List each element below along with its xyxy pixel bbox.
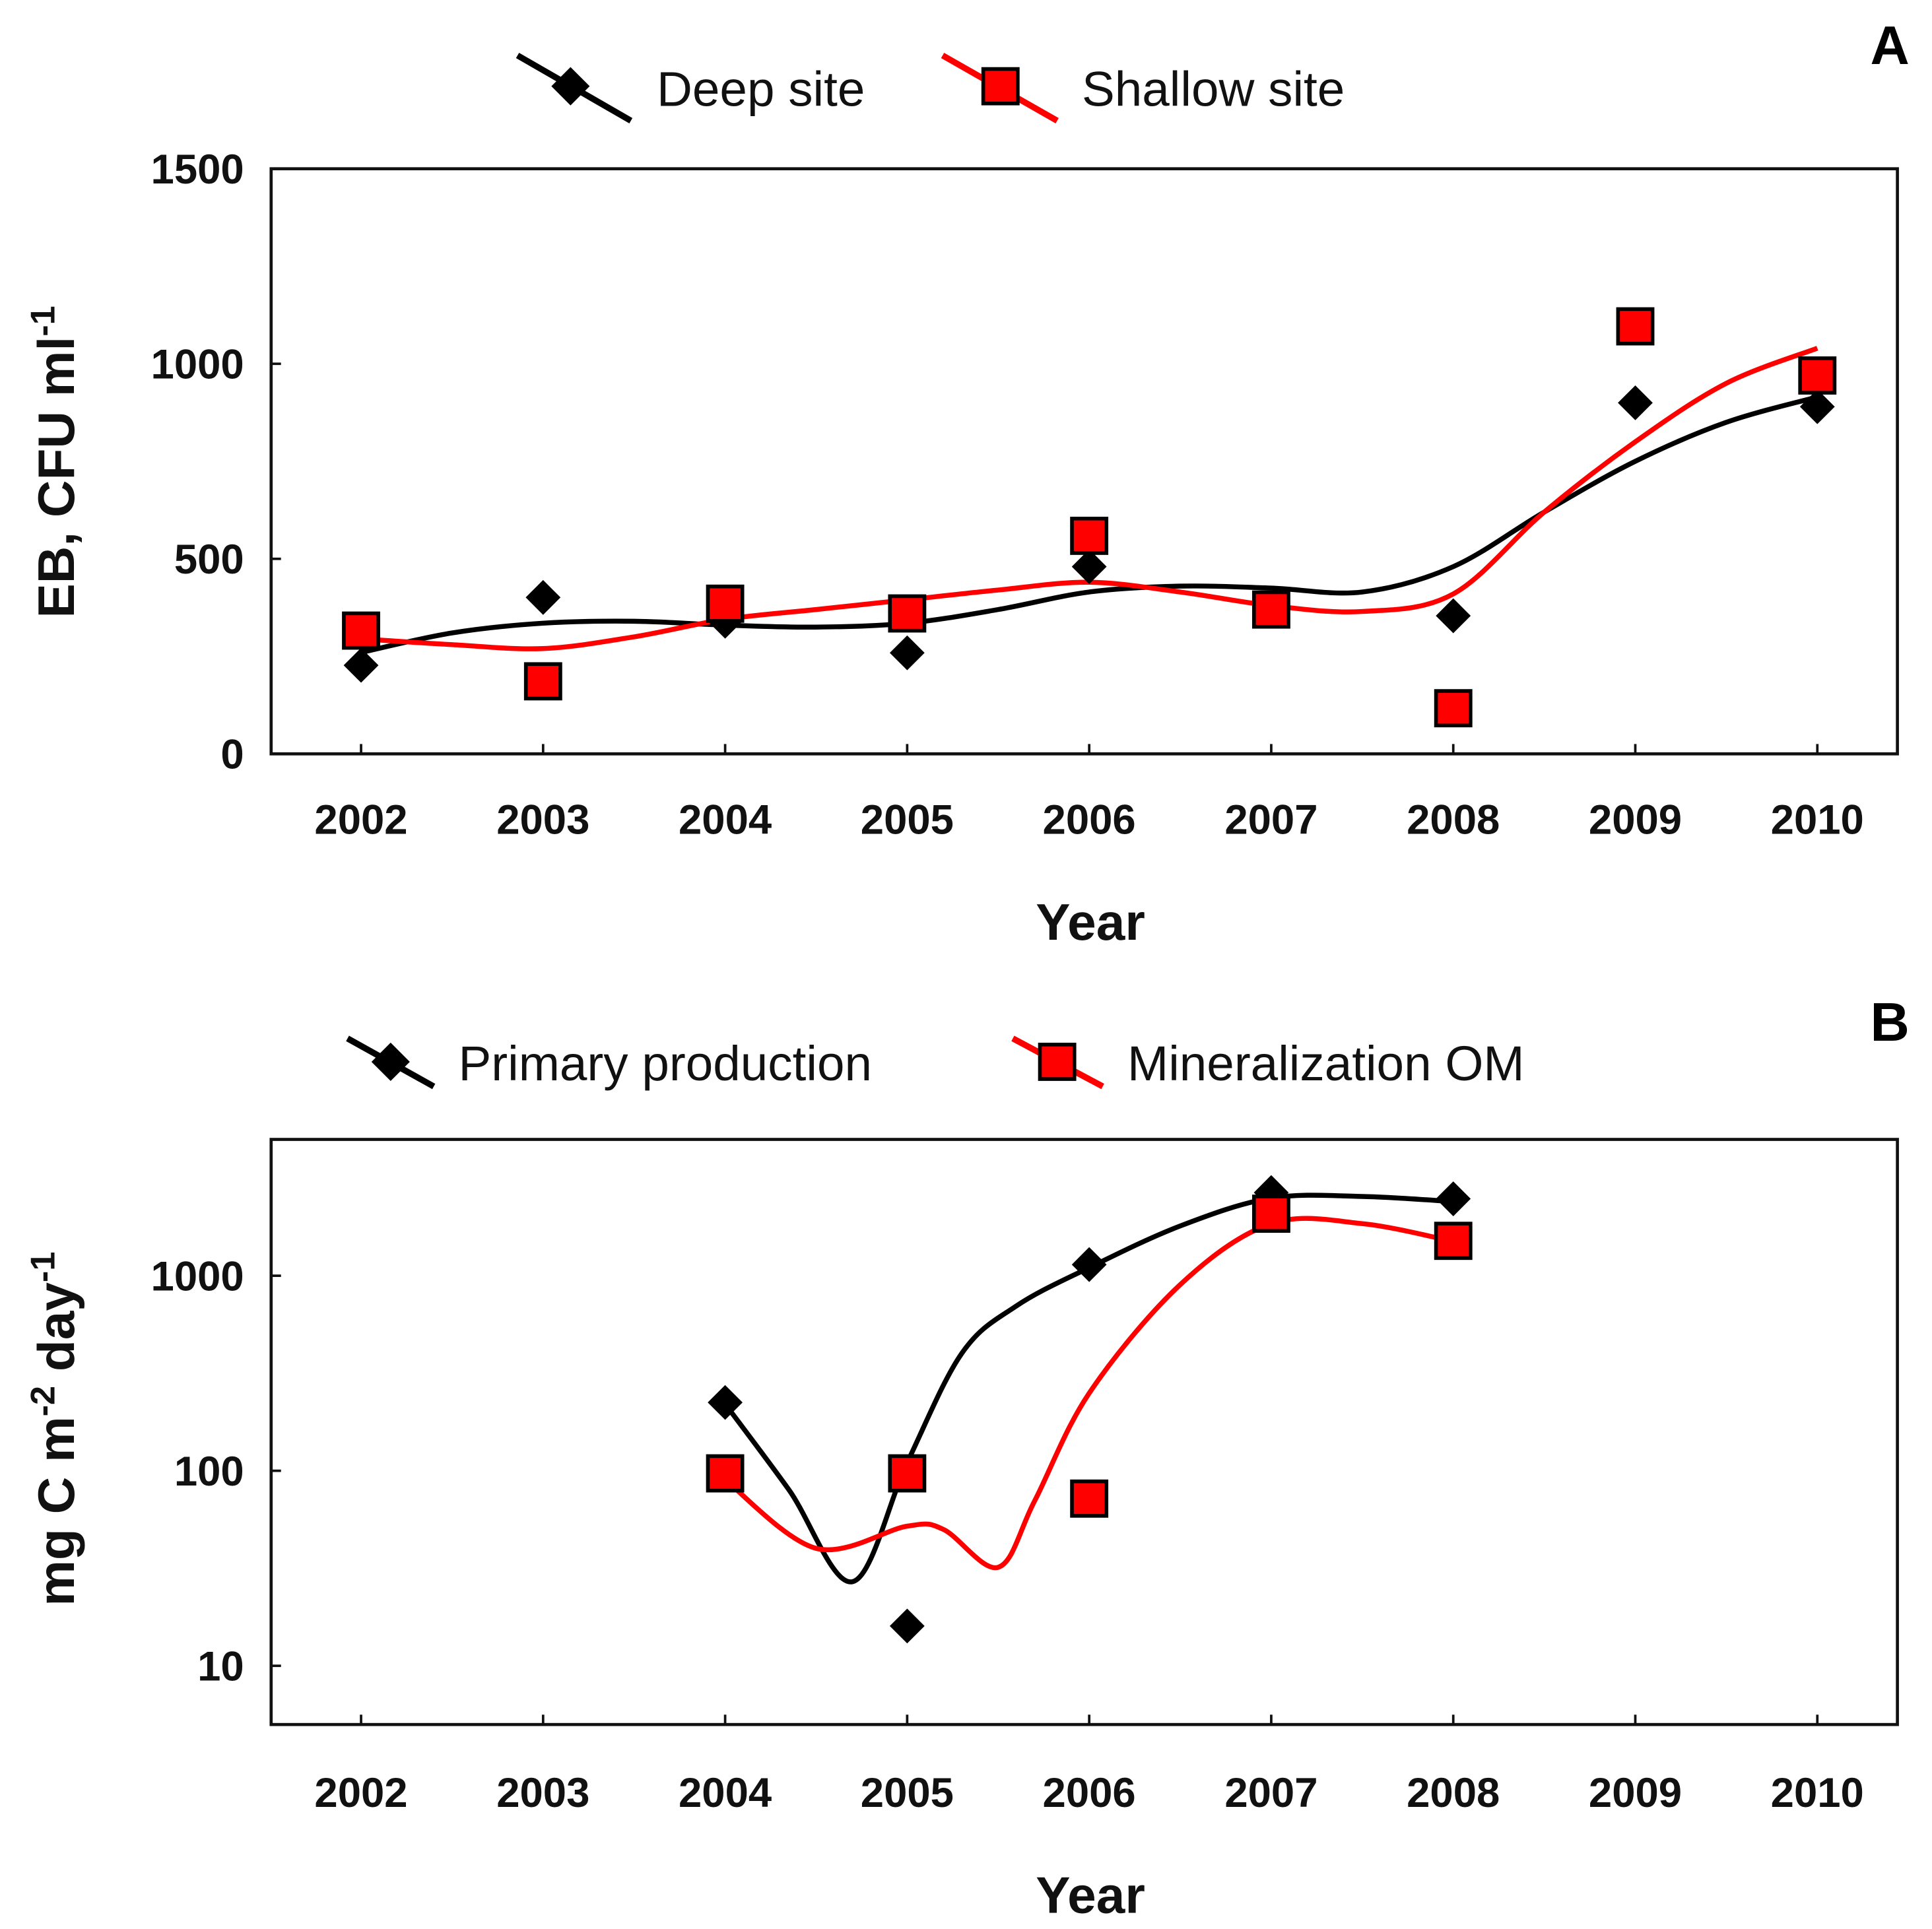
data-point-mineralization-om (1434, 1222, 1473, 1260)
legend-label-primary: Primary production (458, 1035, 872, 1091)
x-tick-label: 2004 (679, 797, 772, 843)
x-tick-label: 2010 (1771, 797, 1864, 843)
y-tick-label: 0 (220, 732, 244, 778)
data-point-shallow-site (1434, 689, 1473, 728)
x-tick-label: 2008 (1407, 797, 1500, 843)
panel-label-b: B (1871, 993, 1910, 1053)
data-point-mineralization-om (1252, 1194, 1290, 1233)
data-point-shallow-site (1070, 516, 1109, 555)
legend-diamond-icon (551, 67, 590, 106)
y-tick-label: 1000 (151, 1254, 244, 1300)
legend-square-icon (1038, 1043, 1077, 1081)
x-tick-label: 2006 (1043, 797, 1136, 843)
panel-label-a: A (1871, 16, 1910, 76)
plot-area-frame (269, 167, 1899, 756)
y-axis-label-b: mg C m-2 day-1 (24, 1252, 85, 1606)
data-point-deep-site (525, 579, 561, 615)
data-point-deep-site (1618, 385, 1653, 420)
x-tick-label: 2004 (679, 1770, 772, 1816)
x-tick-label: 2002 (314, 797, 407, 843)
data-point-primary-production (1071, 1247, 1107, 1282)
data-point-mineralization-om (1070, 1479, 1109, 1518)
data-point-primary-production (708, 1385, 743, 1420)
data-point-deep-site (1799, 389, 1835, 424)
x-axis-label-a: Year (1036, 893, 1145, 951)
plot-area-frame (269, 1138, 1899, 1726)
x-tick-label: 2003 (496, 1770, 589, 1816)
data-point-deep-site (889, 635, 925, 670)
fit-curve-shallow-site (360, 346, 1818, 651)
data-point-shallow-site (342, 611, 380, 650)
x-tick-label: 2009 (1589, 797, 1682, 843)
data-point-deep-site (1436, 598, 1471, 634)
data-point-mineralization-om (706, 1454, 745, 1493)
fit-curve-mineralization-om (723, 1216, 1454, 1571)
y-axis-label-a: EB, CFU ml-1 (24, 306, 85, 618)
data-point-primary-production (889, 1608, 925, 1644)
y-tick-label: 100 (174, 1449, 244, 1495)
data-point-shallow-site (1798, 356, 1837, 395)
legend-label-shallow: Shallow site (1082, 61, 1345, 117)
x-tick-label: 2006 (1043, 1770, 1136, 1816)
legend-label-mineralization: Mineralization OM (1127, 1035, 1525, 1091)
x-tick-label: 2003 (496, 797, 589, 843)
legend-a: Deep site Shallow site (516, 52, 1345, 123)
data-point-shallow-site (1252, 590, 1290, 629)
y-tick-label: 500 (174, 537, 244, 583)
x-tick-label: 2005 (861, 1770, 954, 1816)
x-axis-label-b: Year (1036, 1866, 1145, 1924)
x-tick-label: 2007 (1224, 797, 1317, 843)
data-point-shallow-site (523, 662, 562, 701)
x-tick-label: 2010 (1771, 1770, 1864, 1816)
y-tick-label: 1000 (151, 342, 244, 388)
panel-a: A Deep site Shallow site EB, CFU ml-1 Ye… (24, 16, 1910, 951)
y-tick-label: 10 (197, 1644, 244, 1690)
y-tick-label: 1500 (151, 147, 244, 193)
x-tick-label: 2008 (1407, 1770, 1500, 1816)
x-tick-label: 2002 (314, 1770, 407, 1816)
legend-diamond-icon (371, 1042, 410, 1081)
legend-square-icon (981, 67, 1020, 106)
data-point-mineralization-om (888, 1454, 927, 1493)
x-tick-label: 2007 (1224, 1770, 1317, 1816)
legend-b: Primary production Mineralization OM (346, 1035, 1525, 1091)
data-point-shallow-site (888, 594, 927, 633)
x-tick-label: 2005 (861, 797, 954, 843)
data-point-shallow-site (706, 584, 745, 623)
data-point-deep-site (343, 647, 379, 683)
legend-label-deep: Deep site (657, 61, 865, 117)
panel-b: B Primary production Mineralization OM m… (24, 993, 1910, 1924)
data-point-primary-production (1436, 1181, 1471, 1216)
x-tick-label: 2009 (1589, 1770, 1682, 1816)
data-point-shallow-site (1616, 307, 1655, 346)
fit-curve-deep-site (360, 394, 1818, 655)
